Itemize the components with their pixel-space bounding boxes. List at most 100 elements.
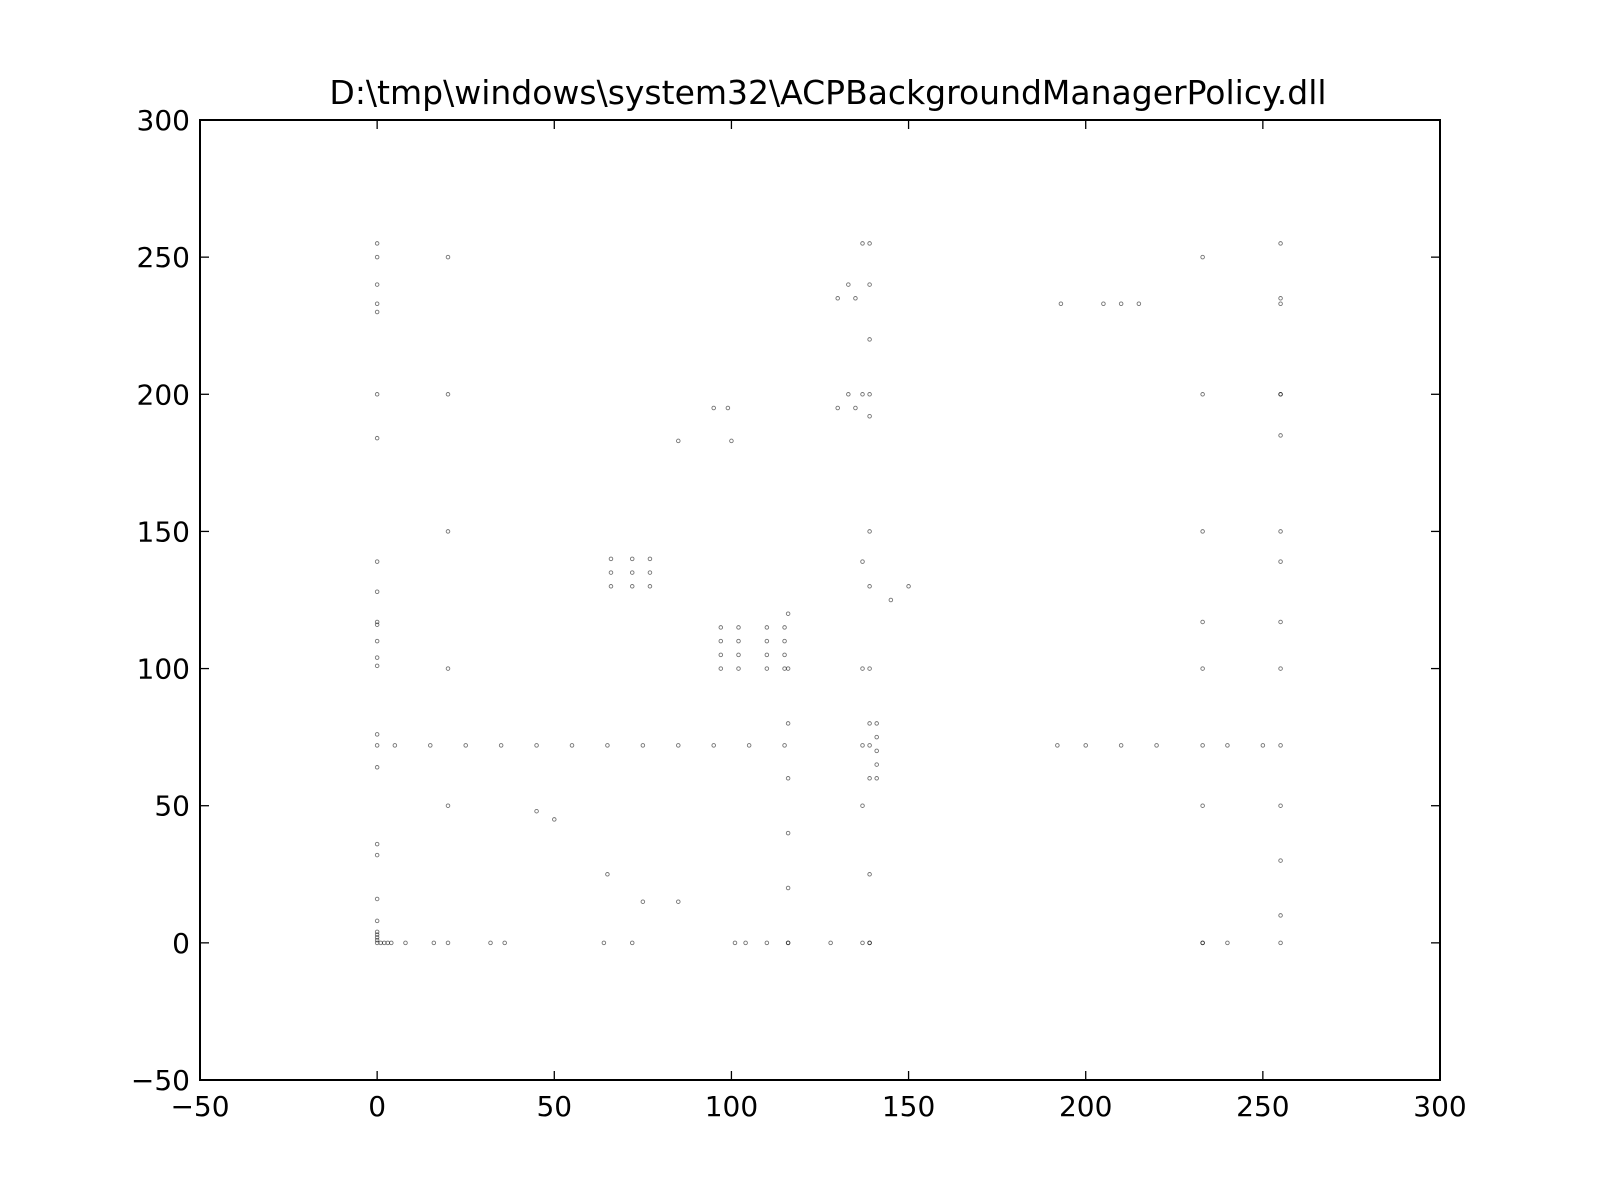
scatter-point [736, 666, 741, 671]
scatter-point [736, 625, 741, 630]
scatter-point [1200, 743, 1205, 748]
y-tick-label: 200 [137, 378, 190, 411]
x-tick-label: 300 [1413, 1090, 1466, 1123]
scatter-point [867, 666, 872, 671]
scatter-point [764, 625, 770, 630]
scatter-point [428, 743, 433, 748]
scatter-point [629, 940, 635, 946]
scatter-point [374, 765, 380, 770]
scatter-point [860, 666, 865, 671]
scatter-point [463, 743, 468, 748]
scatter-point [629, 584, 635, 589]
scatter-point [374, 559, 380, 564]
axis-tick-labels: −50 0 50 100 150 200 250 300 −50 0 50 100 150 200 250 3… [131, 104, 1467, 1123]
scatter-point [605, 872, 610, 877]
scatter-point [1278, 666, 1283, 671]
scatter-point [608, 570, 614, 575]
scatter-point [764, 638, 770, 644]
scatter-point [374, 254, 380, 260]
scatter-point [445, 529, 451, 534]
scatter-point [782, 625, 787, 630]
scatter-point [743, 940, 748, 946]
scatter-point [867, 940, 872, 946]
scatter-point [647, 570, 653, 575]
scatter-point [846, 282, 851, 287]
scatter-point [502, 940, 507, 946]
y-tick-label: 100 [137, 653, 190, 686]
scatter-point [711, 405, 716, 411]
scatter-point [1200, 803, 1205, 808]
y-tick-label: 0 [172, 927, 190, 960]
scatter-point [1278, 559, 1283, 564]
scatter-point [1055, 743, 1060, 748]
scatter-point [445, 666, 451, 671]
scatter-point [785, 776, 791, 781]
scatter-point [867, 241, 872, 246]
scatter-point [785, 611, 791, 616]
scatter-point [828, 940, 833, 946]
scatter-point [374, 589, 380, 595]
scatter-point [629, 570, 635, 575]
scatter-point [1278, 858, 1283, 863]
scatter-point [867, 872, 872, 877]
scatter-point [1058, 301, 1064, 307]
scatter-point [552, 817, 557, 822]
scatter-point [488, 940, 493, 946]
x-tick-label: 0 [368, 1090, 386, 1123]
scatter-point [1278, 241, 1283, 246]
scatter-point [1200, 392, 1205, 397]
scatter-point [711, 743, 716, 748]
scatter-point [374, 841, 380, 847]
scatter-point [729, 438, 734, 444]
scatter-point [534, 808, 539, 814]
scatter-point [1225, 940, 1230, 946]
x-tick-label: 200 [1059, 1090, 1112, 1123]
scatter-point [874, 721, 879, 726]
scatter-point [374, 622, 380, 627]
scatter-point [374, 392, 380, 397]
scatter-point [718, 666, 724, 671]
scatter-point [569, 743, 575, 748]
scatter-point [676, 438, 681, 444]
scatter-point [389, 940, 394, 946]
scatter-point [374, 638, 380, 644]
scatter-point [647, 584, 653, 589]
scatter-point [1118, 301, 1124, 307]
scatter-point [906, 584, 911, 589]
scatter-point [374, 663, 380, 669]
scatter-point [374, 932, 380, 937]
scatter-point [445, 940, 451, 946]
scatter-point [746, 743, 752, 748]
x-tick-label: 50 [536, 1090, 572, 1123]
scatter-point [1260, 743, 1266, 748]
scatter-point [782, 638, 787, 644]
scatter-point [860, 241, 865, 246]
scatter-point [647, 556, 653, 562]
scatter-point [860, 559, 865, 564]
scatter-point [378, 940, 383, 946]
scatter-point [782, 652, 787, 658]
scatter-point [374, 282, 380, 287]
axis-ticks [199, 119, 1441, 1081]
scatter-point [374, 301, 380, 307]
scatter-point [874, 734, 879, 740]
scatter-point [1278, 529, 1283, 534]
scatter-point [445, 392, 451, 397]
scatter-point [874, 748, 879, 754]
scatter-point [1225, 743, 1230, 748]
scatter-point [867, 282, 872, 287]
scatter-point [1136, 301, 1142, 307]
scatter-point [1083, 743, 1088, 748]
scatter-point [846, 392, 851, 397]
scatter-point [1200, 666, 1205, 671]
scatter-point [676, 743, 681, 748]
scatter-point [498, 743, 504, 748]
scatter-point [374, 241, 380, 246]
scatter-point [718, 652, 724, 658]
scatter-point [1278, 913, 1283, 918]
scatter-point [785, 666, 791, 671]
scatter-point [1278, 301, 1283, 307]
scatter-point [860, 803, 865, 808]
scatter-point [1278, 392, 1283, 397]
scatter-point [867, 392, 872, 397]
